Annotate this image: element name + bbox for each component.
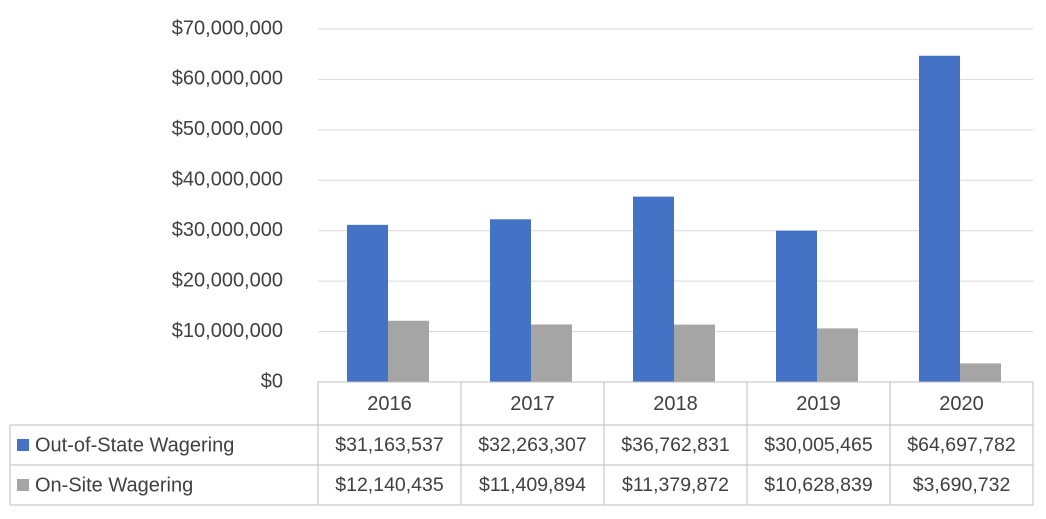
legend-label: Out-of-State Wagering: [35, 434, 234, 456]
y-tick-label: $30,000,000: [172, 219, 283, 241]
bar: [817, 328, 858, 382]
x-tick-label: 2017: [510, 393, 555, 415]
bar: [960, 363, 1001, 382]
table-value: $30,005,465: [764, 434, 873, 456]
bar: [347, 224, 388, 382]
x-tick-label: 2018: [653, 393, 698, 415]
bar: [490, 219, 531, 382]
table-value: $11,409,894: [479, 474, 586, 496]
y-tick-label: $20,000,000: [172, 269, 283, 291]
bar: [633, 196, 674, 382]
bar: [531, 324, 572, 382]
y-tick-label: $60,000,000: [172, 68, 283, 90]
legend-swatch: [17, 479, 29, 491]
table-value: $12,140,435: [335, 474, 444, 496]
table-value: $64,697,782: [907, 434, 1015, 456]
table-value: $10,628,839: [764, 474, 872, 496]
table-value: $32,263,307: [478, 434, 586, 456]
table-value: $36,762,831: [621, 434, 729, 456]
table-value: $31,163,537: [335, 434, 443, 456]
bar: [919, 55, 960, 382]
y-tick-label: $10,000,000: [172, 320, 283, 342]
x-tick-label: 2020: [939, 393, 984, 415]
x-tick-label: 2016: [367, 393, 412, 415]
table-value: $11,379,872: [622, 474, 729, 496]
y-tick-label: $50,000,000: [172, 118, 283, 140]
y-tick-label: $40,000,000: [172, 169, 283, 191]
y-tick-label: $70,000,000: [172, 17, 283, 39]
bar: [674, 324, 715, 382]
y-tick-label: $0: [261, 370, 283, 392]
bar: [776, 230, 817, 382]
legend-label: On-Site Wagering: [35, 474, 193, 496]
bar: [388, 320, 429, 382]
legend-swatch: [17, 439, 29, 451]
table-value: $3,690,732: [913, 474, 1011, 496]
x-tick-label: 2019: [796, 393, 841, 415]
